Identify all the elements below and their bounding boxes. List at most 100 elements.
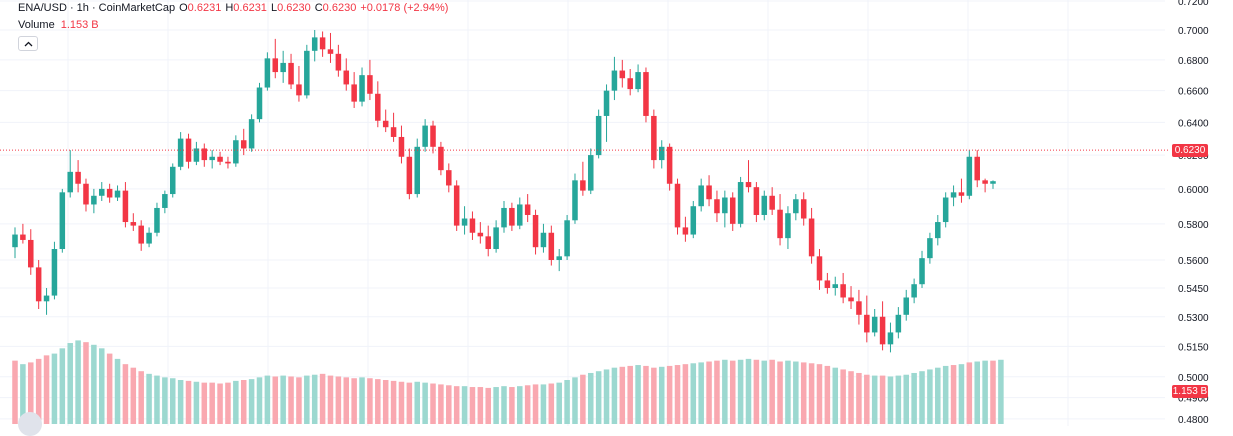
- volume-bar: [706, 361, 712, 424]
- volume-bar: [745, 358, 752, 424]
- candle-body: [990, 181, 996, 184]
- volume-bar: [548, 383, 555, 424]
- candle-body: [351, 84, 357, 102]
- chevron-up-icon: [24, 41, 32, 46]
- volume-bar: [824, 365, 831, 424]
- volume-bar: [43, 355, 50, 424]
- candle-body: [51, 249, 58, 296]
- volume-bar: [406, 382, 413, 424]
- candle-body: [966, 156, 973, 196]
- volume-bar: [603, 369, 610, 424]
- volume-bar: [627, 365, 633, 424]
- volume-bar: [919, 371, 925, 424]
- volume-bar: [674, 365, 681, 424]
- candle-body: [422, 125, 428, 147]
- volume-bar: [785, 360, 791, 424]
- candle-body: [130, 222, 137, 226]
- candle-body: [674, 183, 681, 228]
- change-value: +0.0178 (+2.94%): [360, 2, 449, 14]
- candle-body: [233, 140, 239, 164]
- volume-bar: [564, 380, 570, 424]
- volume-bar: [20, 364, 26, 424]
- candle-body: [517, 204, 523, 226]
- candle-body: [398, 136, 405, 157]
- candle-body: [67, 171, 73, 193]
- tradingview-logo-icon: [18, 412, 42, 436]
- candle-body: [777, 209, 783, 239]
- volume-bar: [753, 359, 760, 424]
- y-tick-label: 0.4800: [1178, 415, 1209, 426]
- candle-body: [256, 87, 263, 120]
- volume-bar: [185, 380, 192, 424]
- y-tick-label: 0.7000: [1178, 26, 1209, 37]
- price-chart[interactable]: 0.72000.70000.68000.66000.64000.62000.60…: [0, 0, 1233, 426]
- candle-body: [83, 183, 89, 205]
- volume-bar: [343, 377, 350, 424]
- volume-bar: [485, 387, 491, 424]
- volume-bar: [162, 377, 168, 424]
- volume-bar: [209, 382, 215, 424]
- candle-body: [532, 214, 539, 248]
- high-label: H: [225, 2, 234, 14]
- volume-bar: [461, 386, 468, 424]
- volume-bar: [12, 360, 18, 424]
- volume-bar: [871, 375, 878, 424]
- volume-bar: [248, 379, 255, 424]
- candle-body: [958, 192, 965, 196]
- candle-body: [43, 295, 50, 302]
- candle-body: [769, 195, 775, 210]
- candle-body: [430, 125, 436, 147]
- volume-bar: [722, 359, 728, 424]
- candle-body: [319, 37, 326, 50]
- candle-body: [982, 180, 988, 184]
- candle-body: [651, 115, 657, 161]
- candle-body: [20, 234, 26, 240]
- y-tick-label: 0.5150: [1178, 342, 1209, 353]
- open-label: O: [179, 2, 188, 14]
- candle-body: [611, 70, 618, 91]
- volume-bar: [808, 363, 815, 424]
- volume-bar: [714, 360, 720, 424]
- y-tick-label: 0.5300: [1178, 313, 1209, 324]
- candle-body: [587, 155, 594, 191]
- candle-body: [871, 316, 878, 333]
- volume-bar: [895, 375, 902, 424]
- candle-body: [950, 192, 957, 198]
- candle-body: [469, 218, 476, 233]
- candle-body: [580, 180, 586, 191]
- candle-body: [75, 171, 81, 184]
- volume-bar: [572, 377, 578, 424]
- symbol-title: ENA/USD · 1h · CoinMarketCap: [18, 2, 176, 14]
- volume-bar: [130, 367, 137, 424]
- volume-bar: [966, 362, 973, 424]
- volume-bar: [98, 348, 105, 424]
- candle-body: [114, 190, 121, 198]
- volume-bar: [690, 363, 697, 424]
- candle-body: [453, 185, 460, 226]
- candle-body: [753, 187, 760, 215]
- candle-body: [698, 185, 704, 207]
- candle-body: [548, 232, 555, 260]
- collapse-legend-button[interactable]: [18, 36, 38, 51]
- candle-body: [438, 146, 444, 171]
- candle-body: [729, 197, 736, 224]
- candle-body: [840, 284, 846, 298]
- candle-body: [666, 146, 673, 184]
- volume-bar: [666, 365, 673, 424]
- volume-bar: [729, 360, 736, 424]
- candle-body: [509, 207, 515, 226]
- volume-bar: [359, 377, 365, 424]
- candle-body: [304, 50, 310, 96]
- close-value: 0.6230: [322, 2, 357, 14]
- candle-body: [414, 146, 421, 195]
- candle-body: [927, 238, 933, 259]
- candle-body: [327, 49, 334, 54]
- candle-body: [264, 58, 271, 88]
- volume-bar: [769, 359, 775, 424]
- volume-bar: [422, 382, 428, 424]
- candle-body: [895, 314, 902, 333]
- candle-body: [658, 146, 665, 161]
- low-value: 0.6230: [277, 2, 311, 14]
- candle-body: [706, 185, 712, 200]
- low-label: L: [270, 2, 278, 14]
